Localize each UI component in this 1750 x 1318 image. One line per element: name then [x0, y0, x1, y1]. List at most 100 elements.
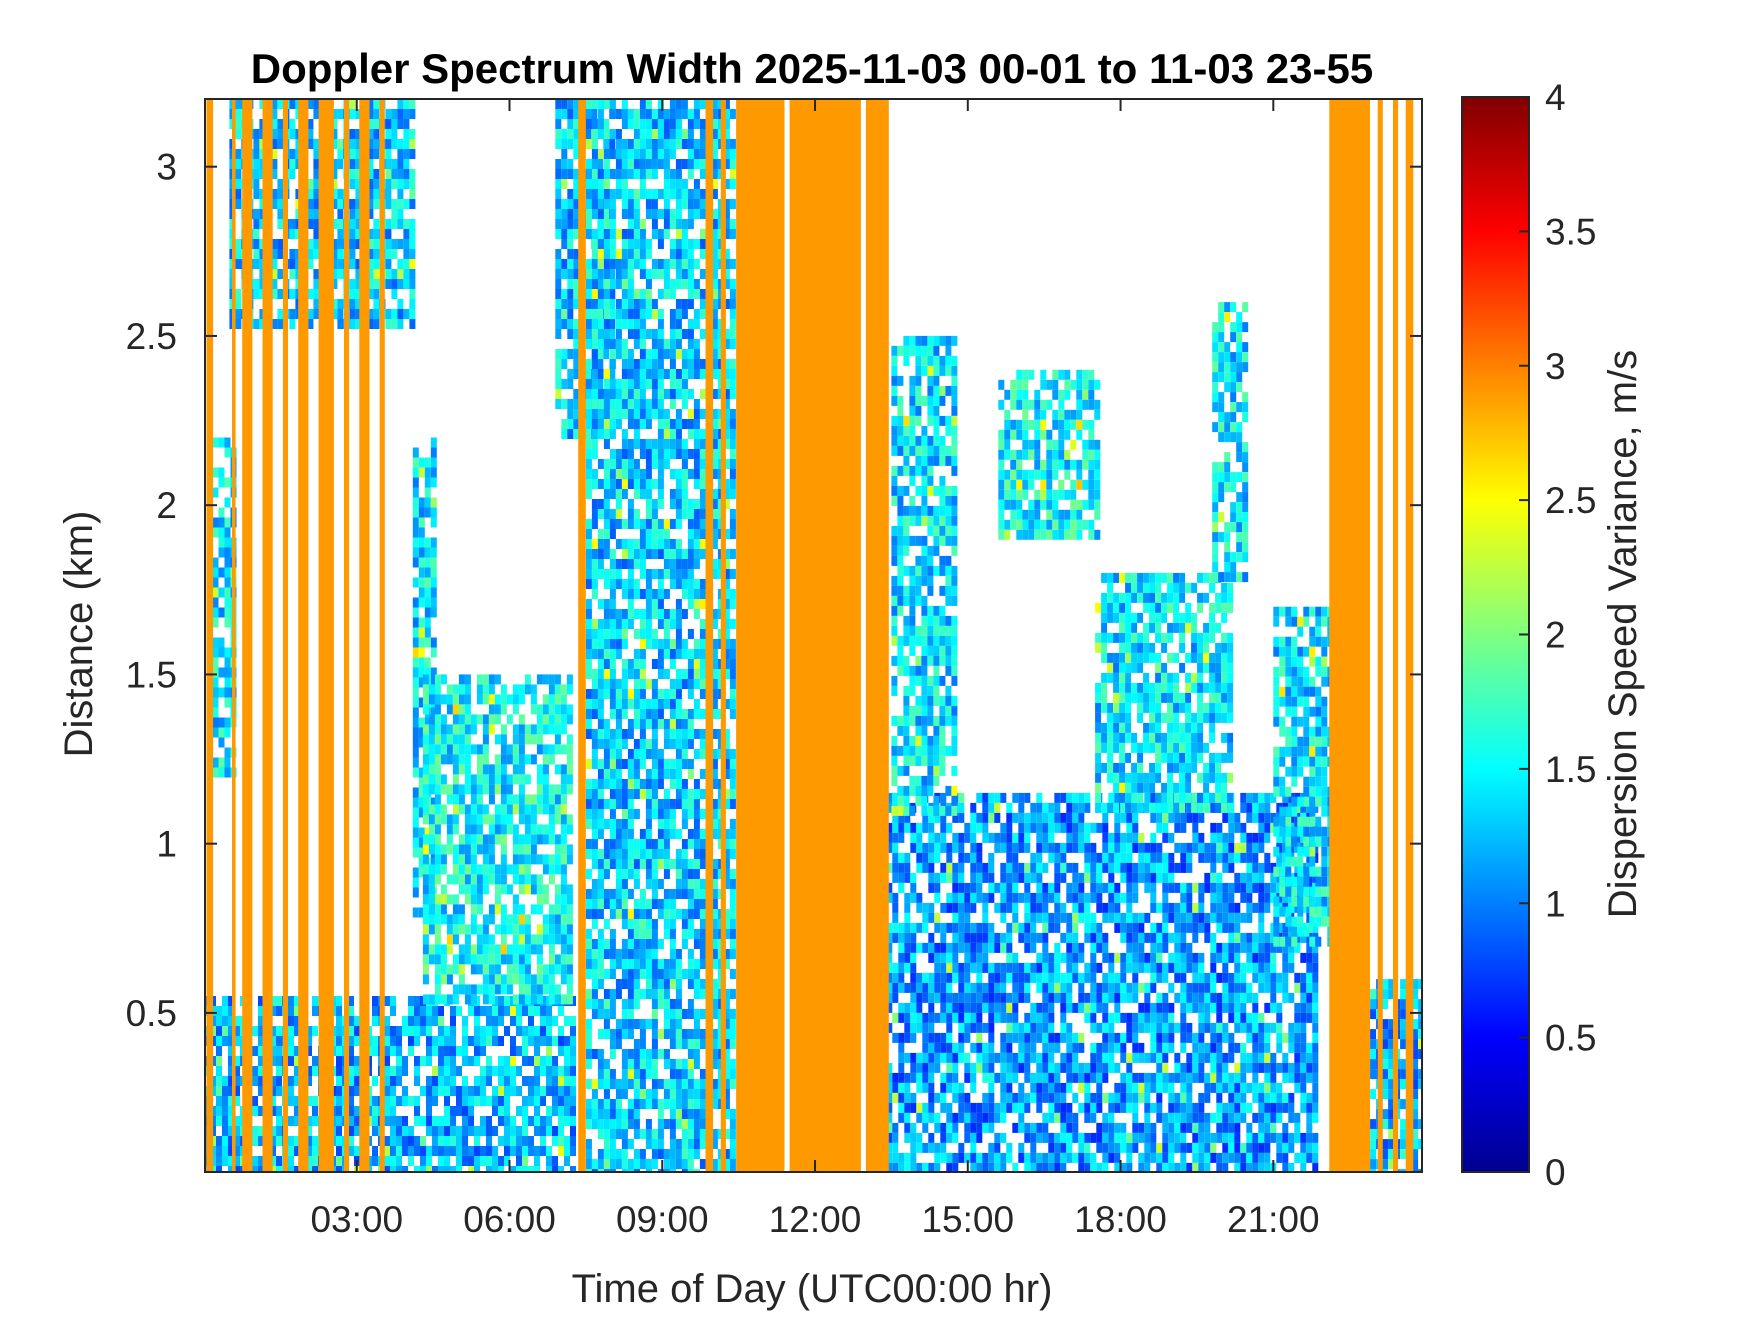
heatmap-cell [385, 309, 392, 319]
heatmap-cell [432, 1076, 438, 1086]
heatmap-cell [633, 309, 640, 319]
heatmap-cell [422, 764, 429, 775]
heatmap-cell [289, 219, 296, 229]
heatmap-cell [288, 1076, 294, 1086]
heatmap-cell [687, 589, 694, 599]
heatmap-cell [412, 597, 419, 608]
heatmap-cell [669, 639, 676, 649]
heatmap-cell [597, 529, 604, 539]
heatmap-cell [403, 219, 410, 229]
heatmap-cell [687, 199, 694, 209]
heatmap-cell [687, 919, 694, 929]
heatmap-cell [711, 799, 718, 809]
heatmap-cell [591, 699, 598, 709]
heatmap-cell [409, 179, 416, 189]
heatmap-cell [916, 1002, 923, 1013]
heatmap-cell [621, 669, 628, 679]
heatmap-cell [418, 847, 425, 858]
heatmap-cell [687, 669, 694, 679]
heatmap-cell [548, 874, 555, 885]
heatmap-cell [307, 289, 314, 299]
heatmap-cell [711, 669, 718, 679]
heatmap-cell [259, 159, 266, 169]
heatmap-cell [910, 932, 917, 943]
heatmap-cell [609, 199, 616, 209]
heatmap-cell [711, 1079, 718, 1089]
heatmap-cell [336, 1166, 342, 1172]
heatmap-cell [349, 299, 356, 309]
heatmap-cell [687, 1039, 694, 1049]
heatmap-cell [434, 714, 441, 725]
heatmap-cell [426, 1056, 432, 1066]
heatmap-cell [657, 209, 664, 219]
heatmap-cell [412, 647, 419, 658]
heatmap-cell [585, 519, 592, 529]
heatmap-cell [651, 659, 658, 669]
heatmap-cell [609, 429, 616, 439]
heatmap-cell [675, 599, 682, 609]
heatmap-cell [711, 1089, 718, 1099]
heatmap-cell [591, 859, 598, 869]
heatmap-cell [633, 589, 640, 599]
heatmap-cell [892, 892, 899, 903]
heatmap-cell [729, 1009, 736, 1019]
heatmap-cell [494, 774, 501, 785]
heatmap-cell [910, 1122, 917, 1133]
heatmap-cell [669, 289, 676, 299]
heatmap-cell [396, 1166, 402, 1172]
heatmap-cell [615, 159, 622, 169]
heatmap-cell [428, 714, 435, 725]
heatmap-cell [910, 1092, 917, 1103]
heatmap-cell [548, 834, 555, 845]
heatmap-cell [349, 289, 356, 299]
heatmap-cell [542, 774, 549, 785]
heatmap-cell [422, 674, 429, 685]
heatmap-cell [892, 1092, 899, 1103]
heatmap-cell [663, 539, 670, 549]
heatmap-cell [711, 709, 718, 719]
heatmap-cell [434, 694, 441, 705]
heatmap-cell [307, 249, 314, 259]
heatmap-cell [675, 1039, 682, 1049]
heatmap-cell [651, 589, 658, 599]
heatmap-cell [552, 1096, 558, 1106]
heatmap-cell [645, 599, 652, 609]
heatmap-cell [633, 219, 640, 229]
heatmap-cell [627, 169, 634, 179]
heatmap-cell [585, 339, 592, 349]
heatmap-cell [609, 519, 616, 529]
heatmap-cell [657, 969, 664, 979]
heatmap-cell [418, 527, 425, 538]
heatmap-cell [651, 759, 658, 769]
heatmap-cell [561, 429, 568, 439]
heatmap-cell [723, 829, 730, 839]
heatmap-cell [428, 734, 435, 745]
heatmap-cell [585, 1019, 592, 1029]
heatmap-cell [313, 249, 320, 259]
heatmap-cell [729, 899, 736, 909]
heatmap-cell [729, 1139, 736, 1149]
heatmap-cell [693, 1009, 700, 1019]
heatmap-cell [560, 694, 567, 705]
heatmap-cell [657, 399, 664, 409]
heatmap-cell [452, 844, 459, 855]
heatmap-cell [663, 979, 670, 989]
heatmap-cell [669, 689, 676, 699]
heatmap-cell [693, 339, 700, 349]
heatmap-cell [277, 219, 284, 229]
heatmap-cell [591, 479, 598, 489]
heatmap-cell [639, 959, 646, 969]
heatmap-cell [615, 759, 622, 769]
heatmap-cell [928, 992, 935, 1003]
heatmap-cell [934, 922, 941, 933]
heatmap-cell [536, 834, 543, 845]
heatmap-cell [657, 1139, 664, 1149]
heatmap-cell [711, 1139, 718, 1149]
heatmap-cell [681, 709, 688, 719]
heatmap-cell [450, 1016, 456, 1026]
heatmap-cell [536, 874, 543, 885]
heatmap-cell [729, 329, 736, 339]
heatmap-cell [693, 559, 700, 569]
heatmap-cell [524, 934, 531, 945]
heatmap-cell [651, 1059, 658, 1069]
